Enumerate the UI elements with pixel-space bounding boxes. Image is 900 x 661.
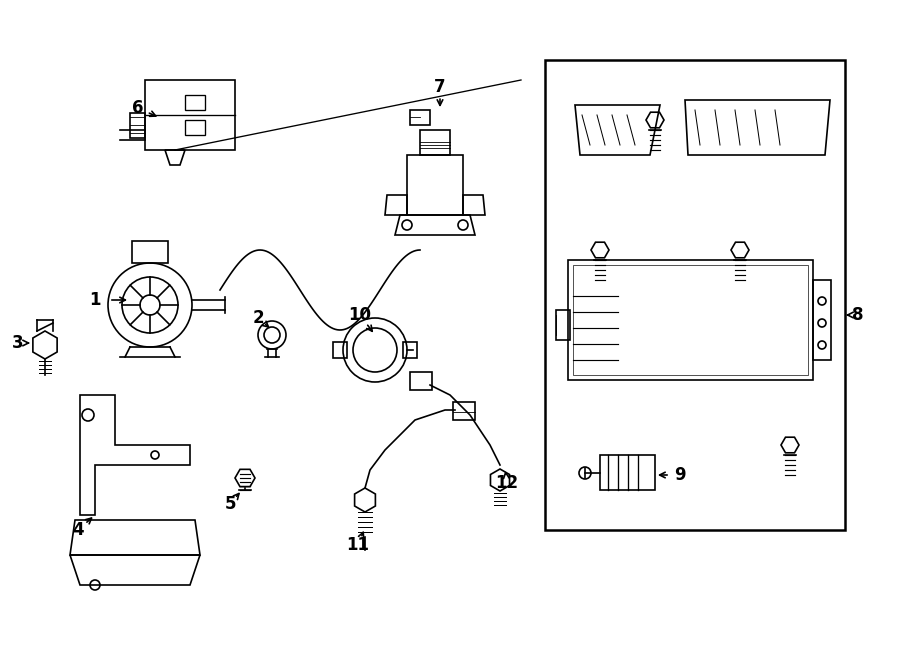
Bar: [813, 280, 831, 360]
Text: 5: 5: [224, 495, 236, 513]
Bar: [556, 310, 570, 340]
Text: 11: 11: [346, 536, 370, 554]
Text: 8: 8: [852, 306, 864, 324]
Text: 1: 1: [89, 291, 101, 309]
Text: 9: 9: [674, 466, 686, 484]
Bar: [568, 260, 813, 380]
Text: 2: 2: [252, 309, 264, 327]
Bar: [410, 372, 432, 390]
Bar: [333, 342, 347, 358]
Text: 3: 3: [13, 334, 23, 352]
Bar: [410, 110, 430, 125]
Bar: [453, 402, 475, 420]
Text: 10: 10: [348, 306, 372, 324]
Bar: [132, 241, 168, 263]
Bar: [600, 455, 655, 490]
Bar: [130, 113, 145, 138]
Bar: [573, 265, 808, 375]
Bar: [407, 155, 463, 215]
Text: 6: 6: [132, 99, 144, 117]
Bar: [145, 80, 235, 150]
Text: 7: 7: [434, 78, 446, 96]
Bar: [403, 342, 417, 358]
Bar: [545, 60, 845, 530]
Text: 12: 12: [495, 474, 518, 492]
Bar: [185, 120, 205, 135]
Text: 4: 4: [72, 521, 84, 539]
Bar: [420, 130, 450, 155]
Bar: [185, 95, 205, 110]
